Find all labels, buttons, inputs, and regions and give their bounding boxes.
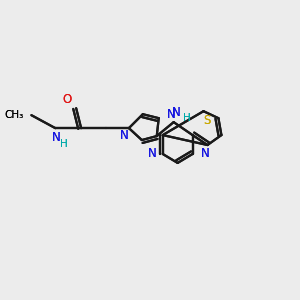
- Text: N: N: [119, 129, 128, 142]
- Text: N: N: [148, 148, 157, 160]
- Text: N: N: [200, 148, 209, 160]
- Text: N: N: [148, 148, 157, 160]
- Text: N: N: [52, 130, 61, 144]
- Text: S: S: [203, 114, 210, 127]
- Text: O: O: [63, 93, 72, 106]
- Text: H: H: [60, 139, 68, 149]
- Text: N: N: [52, 130, 61, 144]
- Text: CH₃: CH₃: [4, 110, 23, 120]
- Text: N: N: [167, 108, 176, 121]
- Text: N: N: [172, 106, 181, 119]
- Text: N: N: [167, 108, 176, 121]
- Text: CH₃: CH₃: [4, 110, 23, 120]
- Text: N: N: [172, 106, 181, 119]
- Text: N: N: [119, 129, 128, 142]
- Text: S: S: [203, 114, 210, 127]
- Text: N: N: [200, 148, 209, 160]
- Text: O: O: [63, 93, 72, 106]
- Text: H: H: [60, 139, 68, 149]
- Text: H: H: [183, 113, 190, 123]
- Text: H: H: [183, 113, 190, 123]
